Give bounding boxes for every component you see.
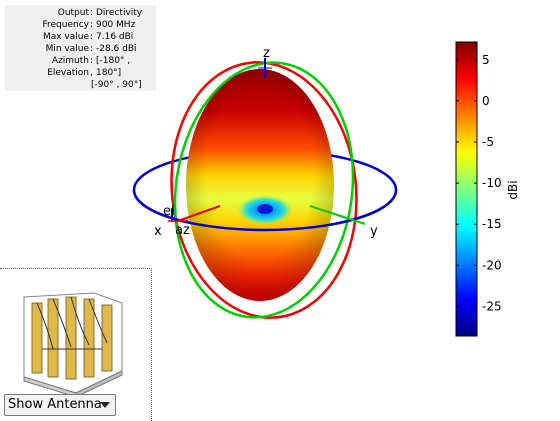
frequency-label: Frequency	[42, 20, 90, 30]
elevation-value: 180°]	[96, 68, 122, 78]
max-value: 7.16 dBi	[96, 32, 134, 42]
info-row-output: Output : Directivity	[57, 8, 143, 18]
colorbar-gradient	[455, 41, 478, 337]
view-mode-select-value: Show Antenna	[8, 397, 102, 412]
elevation-range: [-90° , 90°]	[91, 80, 142, 90]
info-row-azimuth: Azimuth : [-180° ,	[51, 56, 131, 66]
frequency-value: 900 MHz	[96, 20, 136, 30]
info-row-max: Max value : 7.16 dBi	[42, 32, 134, 42]
output-value: Directivity	[96, 8, 143, 18]
info-row-min: Min value : -28.6 dBi	[45, 44, 137, 54]
x-axis-label: x	[154, 224, 162, 239]
el-label: el	[163, 204, 175, 219]
info-row-frequency: Frequency : 900 MHz	[42, 20, 136, 30]
colorbar-tick-label: 0	[482, 94, 490, 108]
elevation-label: Elevation	[47, 68, 89, 78]
chevron-down-icon	[100, 402, 110, 408]
min-label: Min value	[45, 44, 89, 54]
output-label: Output	[57, 8, 89, 18]
colorbar: 5 0 -5 -10 -15 -20 -25 dBi	[455, 41, 520, 337]
colorbar-tick-label: -15	[482, 217, 502, 231]
y-axis-label: y	[370, 224, 378, 239]
colorbar-tick-label: 5	[482, 53, 490, 67]
antenna-preview-panel	[0, 268, 152, 421]
antenna-thumbnail-icon	[23, 292, 123, 398]
az-label: az	[175, 223, 190, 238]
view-mode-select[interactable]: Show Antenna	[4, 394, 116, 416]
colorbar-unit-label: dBi	[506, 180, 520, 199]
elevation-ring-red	[170, 61, 358, 319]
min-value: -28.6 dBi	[96, 44, 137, 54]
colorbar-tick-label: -20	[482, 258, 502, 272]
pattern-surface	[186, 69, 334, 301]
colorbar-tick-label: -10	[482, 176, 502, 190]
info-row-elevation-range: [-90° , 90°]	[5, 79, 156, 91]
colorbar-tick-label: -5	[482, 135, 494, 149]
axes-triad	[168, 58, 366, 225]
azimuth-label: Azimuth	[51, 56, 89, 66]
info-row-elevation: Elevation , 180°]	[47, 68, 122, 78]
azimuth-value: [-180° ,	[96, 56, 131, 66]
elevation-ring-green	[173, 61, 355, 319]
azimuth-ring-front	[132, 189, 398, 232]
colorbar-tick-label: -25	[482, 299, 502, 313]
info-panel: Output : Directivity Frequency : 900 MHz…	[5, 5, 156, 91]
max-label: Max value	[42, 32, 89, 42]
z-axis-label: z	[263, 46, 270, 61]
